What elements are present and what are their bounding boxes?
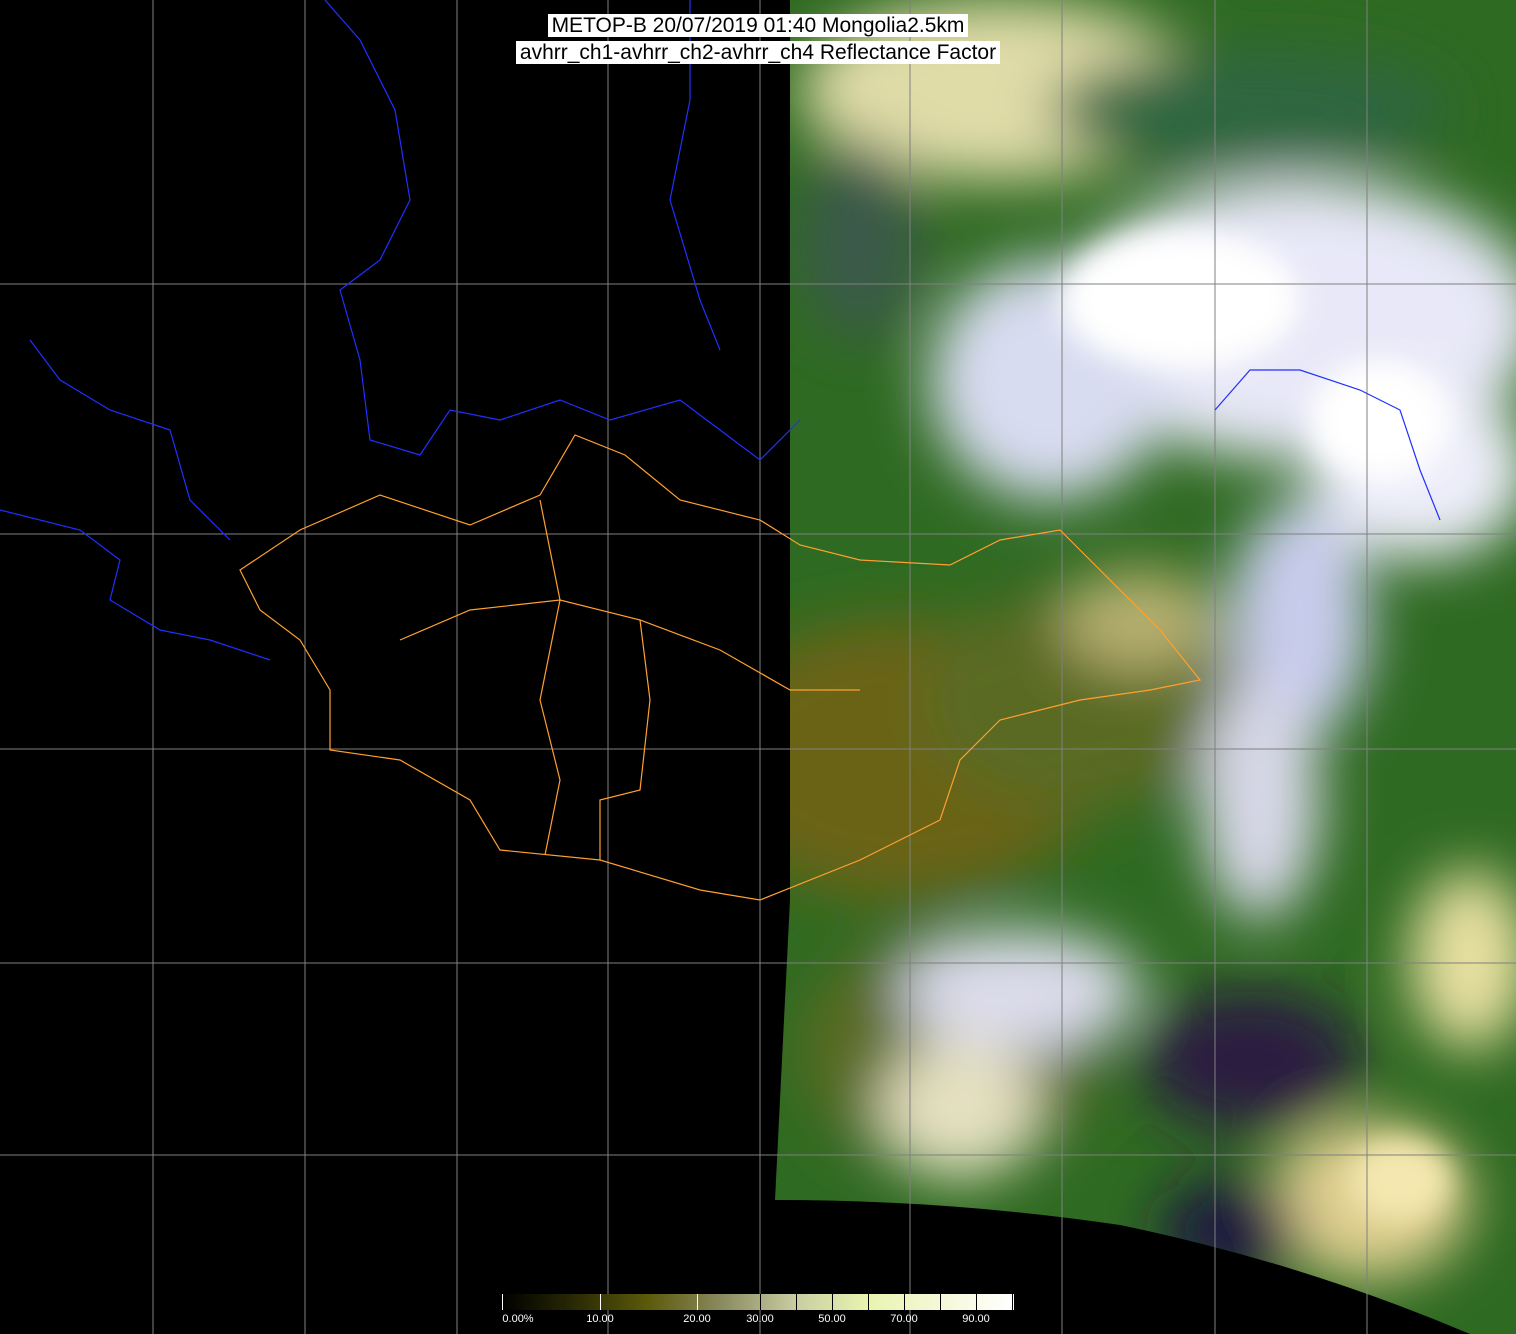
national-borders bbox=[0, 0, 1441, 661]
colorbar-tick bbox=[502, 1294, 503, 1310]
title-line-1: METOP-B 20/07/2019 01:40 Mongolia2.5km bbox=[0, 14, 1516, 37]
imagery-swath bbox=[775, 0, 1516, 1334]
admin-borders bbox=[239, 434, 1202, 901]
colorbar-tick bbox=[760, 1294, 761, 1310]
colorbar-tick bbox=[976, 1294, 977, 1310]
colorbar-tick bbox=[940, 1294, 941, 1310]
colorbar-tick bbox=[868, 1294, 869, 1310]
colorbar-tick bbox=[832, 1294, 833, 1310]
colorbar-label: 90.00 bbox=[962, 1313, 990, 1325]
colorbar bbox=[502, 1294, 1014, 1310]
colorbar-tick bbox=[796, 1294, 797, 1310]
colorbar-tick bbox=[697, 1294, 698, 1310]
colorbar-label: 70.00 bbox=[890, 1313, 918, 1325]
colorbar-label: 30.00 bbox=[746, 1313, 774, 1325]
colorbar-tick bbox=[904, 1294, 905, 1310]
title-line-2: avhrr_ch1-avhrr_ch2-avhrr_ch4 Reflectanc… bbox=[0, 41, 1516, 64]
colorbar-label: 20.00 bbox=[683, 1313, 711, 1325]
colorbar-tick bbox=[600, 1294, 601, 1310]
colorbar-tick bbox=[1012, 1294, 1013, 1310]
colorbar-label: 50.00 bbox=[818, 1313, 846, 1325]
colorbar-label: 10.00 bbox=[586, 1313, 614, 1325]
colorbar-label: 0.00% bbox=[502, 1313, 534, 1325]
